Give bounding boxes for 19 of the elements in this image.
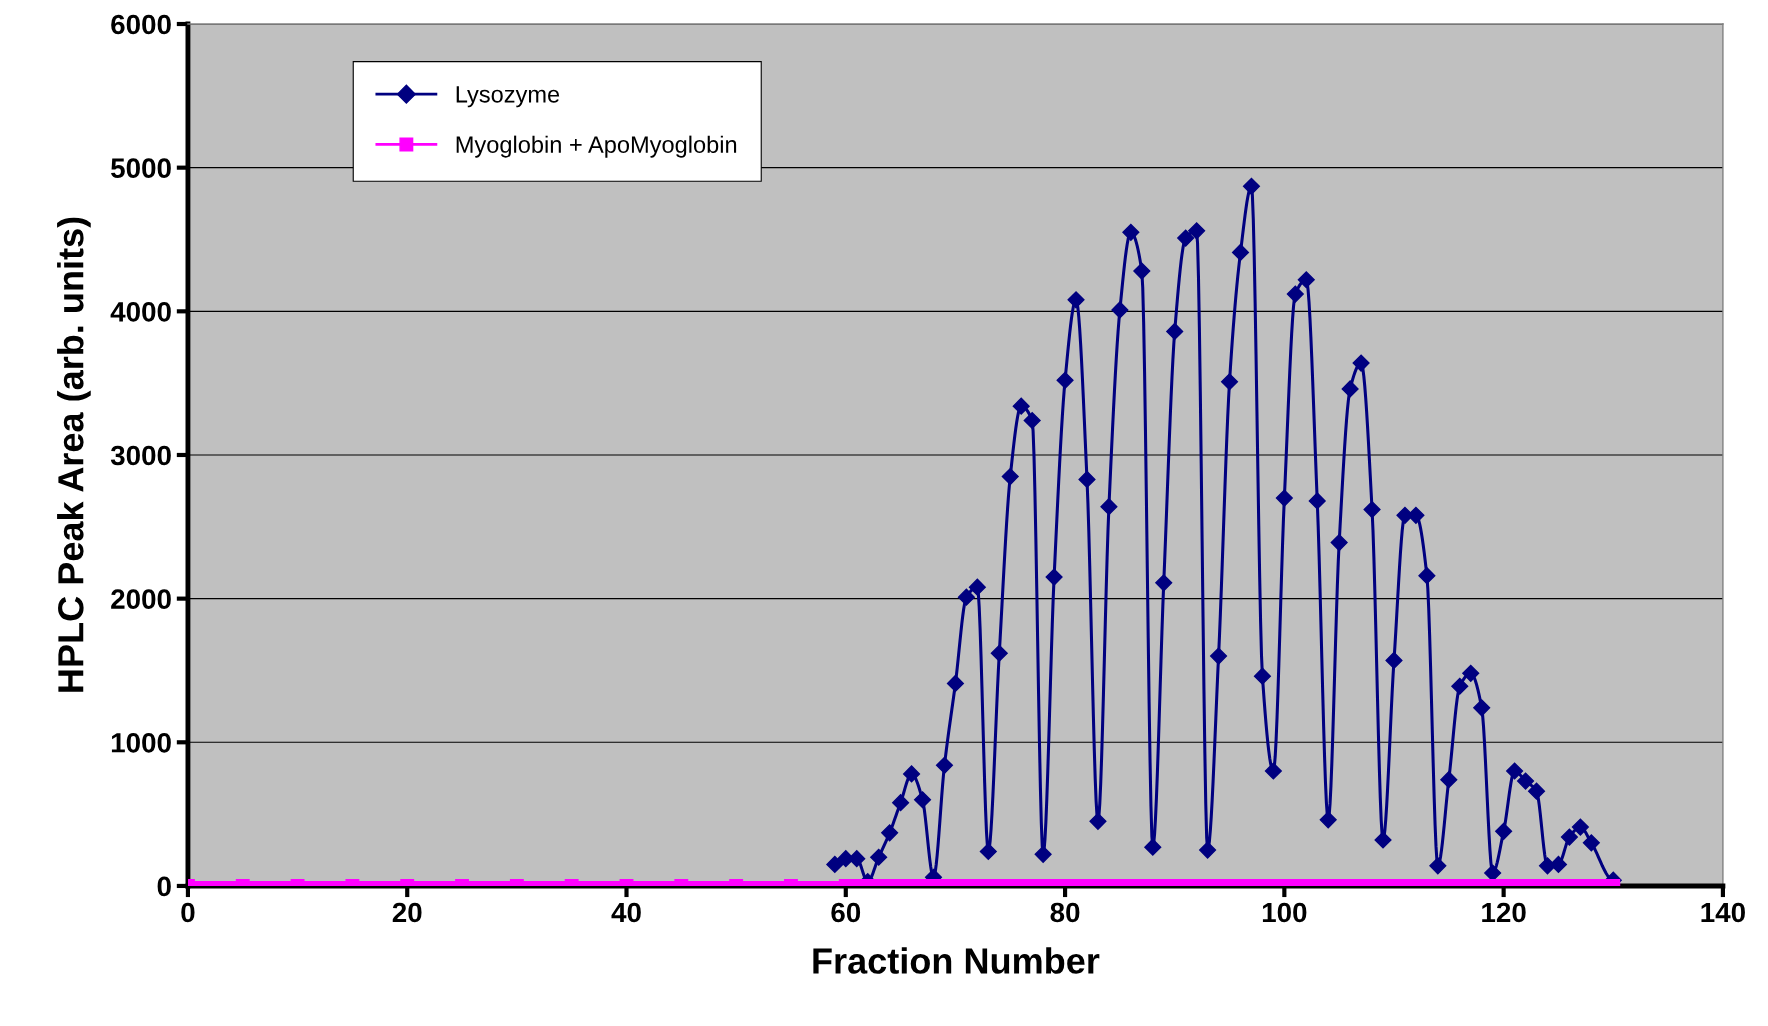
x-tick-label: 40 bbox=[611, 902, 641, 923]
y-tick-label: 5000 bbox=[111, 158, 171, 178]
x-tick-label: 100 bbox=[1262, 902, 1307, 923]
legend-label: Myoglobin + ApoMyoglobin bbox=[456, 135, 737, 158]
x-axis-title: Fraction Number bbox=[813, 947, 1100, 974]
y-tick-label: 2000 bbox=[111, 589, 171, 609]
y-tick-label: 1000 bbox=[111, 732, 171, 753]
y-tick-label: 0 bbox=[157, 876, 171, 897]
x-tick-label: 0 bbox=[181, 902, 195, 923]
y-tick-label: 4000 bbox=[110, 301, 171, 322]
y-axis-title: HPLC Peak Area (arb. units) bbox=[57, 217, 91, 692]
x-tick-label: 80 bbox=[1050, 902, 1080, 923]
y-tick-label: 3000 bbox=[110, 445, 171, 466]
x-tick-label: 60 bbox=[831, 902, 861, 923]
y-tick-label: 6000 bbox=[111, 14, 171, 35]
legend-label: Lysozyme bbox=[456, 86, 560, 108]
x-tick-label: 20 bbox=[392, 902, 422, 923]
x-tick-label: 120 bbox=[1482, 902, 1526, 923]
x-tick-label: 140 bbox=[1701, 902, 1745, 923]
